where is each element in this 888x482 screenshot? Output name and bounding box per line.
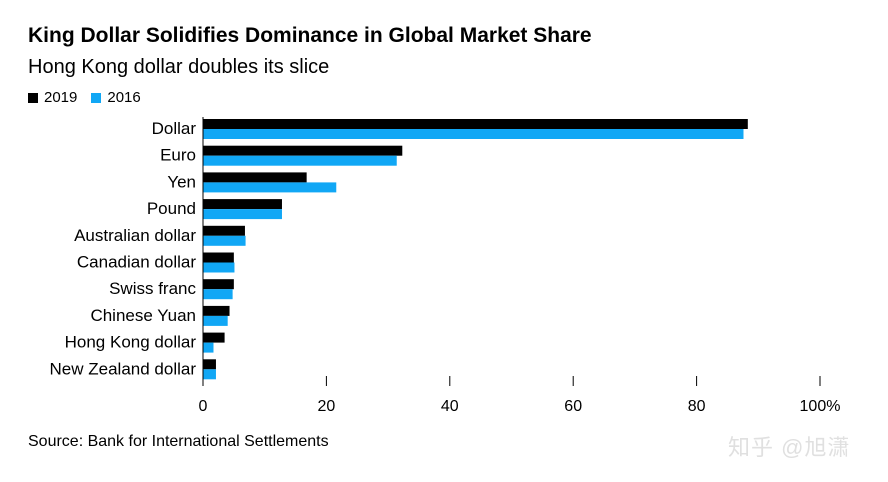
category-label: Dollar [152,119,197,138]
bar-2019 [203,252,234,263]
x-tick-label: 60 [564,398,582,415]
category-label: Swiss franc [109,279,196,298]
chart-subtitle: Hong Kong dollar doubles its slice [28,56,330,78]
legend-label-2019: 2019 [44,89,78,106]
legend-label-2016: 2016 [107,89,141,106]
legend-swatch-2016 [91,92,102,103]
bar-2019 [203,119,748,129]
category-label: Canadian dollar [77,253,196,272]
category-label: New Zealand dollar [50,359,197,378]
bar-2016 [203,369,216,380]
category-label: Australian dollar [74,226,196,245]
bar-2019 [203,199,282,210]
bar-2016 [203,289,233,300]
bar-2016 [203,342,214,353]
legend: 2019 2016 [28,89,155,106]
x-tick-label: 20 [318,398,336,415]
category-label: Hong Kong dollar [65,333,197,352]
bar-2019 [203,172,307,183]
x-tick-label: 40 [441,398,459,415]
bar-2016 [203,315,228,326]
bar-2019 [203,279,234,290]
bar-2019 [203,359,216,370]
bar-2019 [203,145,403,156]
bar-2016 [203,235,246,246]
bar-2019 [203,305,230,316]
bar-2016 [203,182,337,193]
x-tick-label: 80 [688,398,706,415]
category-label: Yen [167,172,196,191]
watermark: 知乎 @旭潇 [728,435,851,460]
x-tick-label: 100% [800,398,841,415]
bar-2016 [203,129,744,139]
category-label: Chinese Yuan [90,306,196,325]
bar-2019 [203,225,245,236]
source-note: Source: Bank for International Settlemen… [28,433,329,450]
legend-item-2016: 2016 [91,89,141,106]
category-label: Euro [160,146,196,165]
legend-swatch-2019 [28,92,38,103]
category-label: Pound [147,199,196,218]
x-tick-label: 0 [199,398,208,415]
bar-2016 [203,155,397,166]
bar-2016 [203,262,235,273]
legend-item-2019: 2019 [28,89,77,106]
chart-title: King Dollar Solidifies Dominance in Glob… [28,24,592,47]
bar-2016 [203,209,282,220]
bar-2019 [203,332,225,343]
